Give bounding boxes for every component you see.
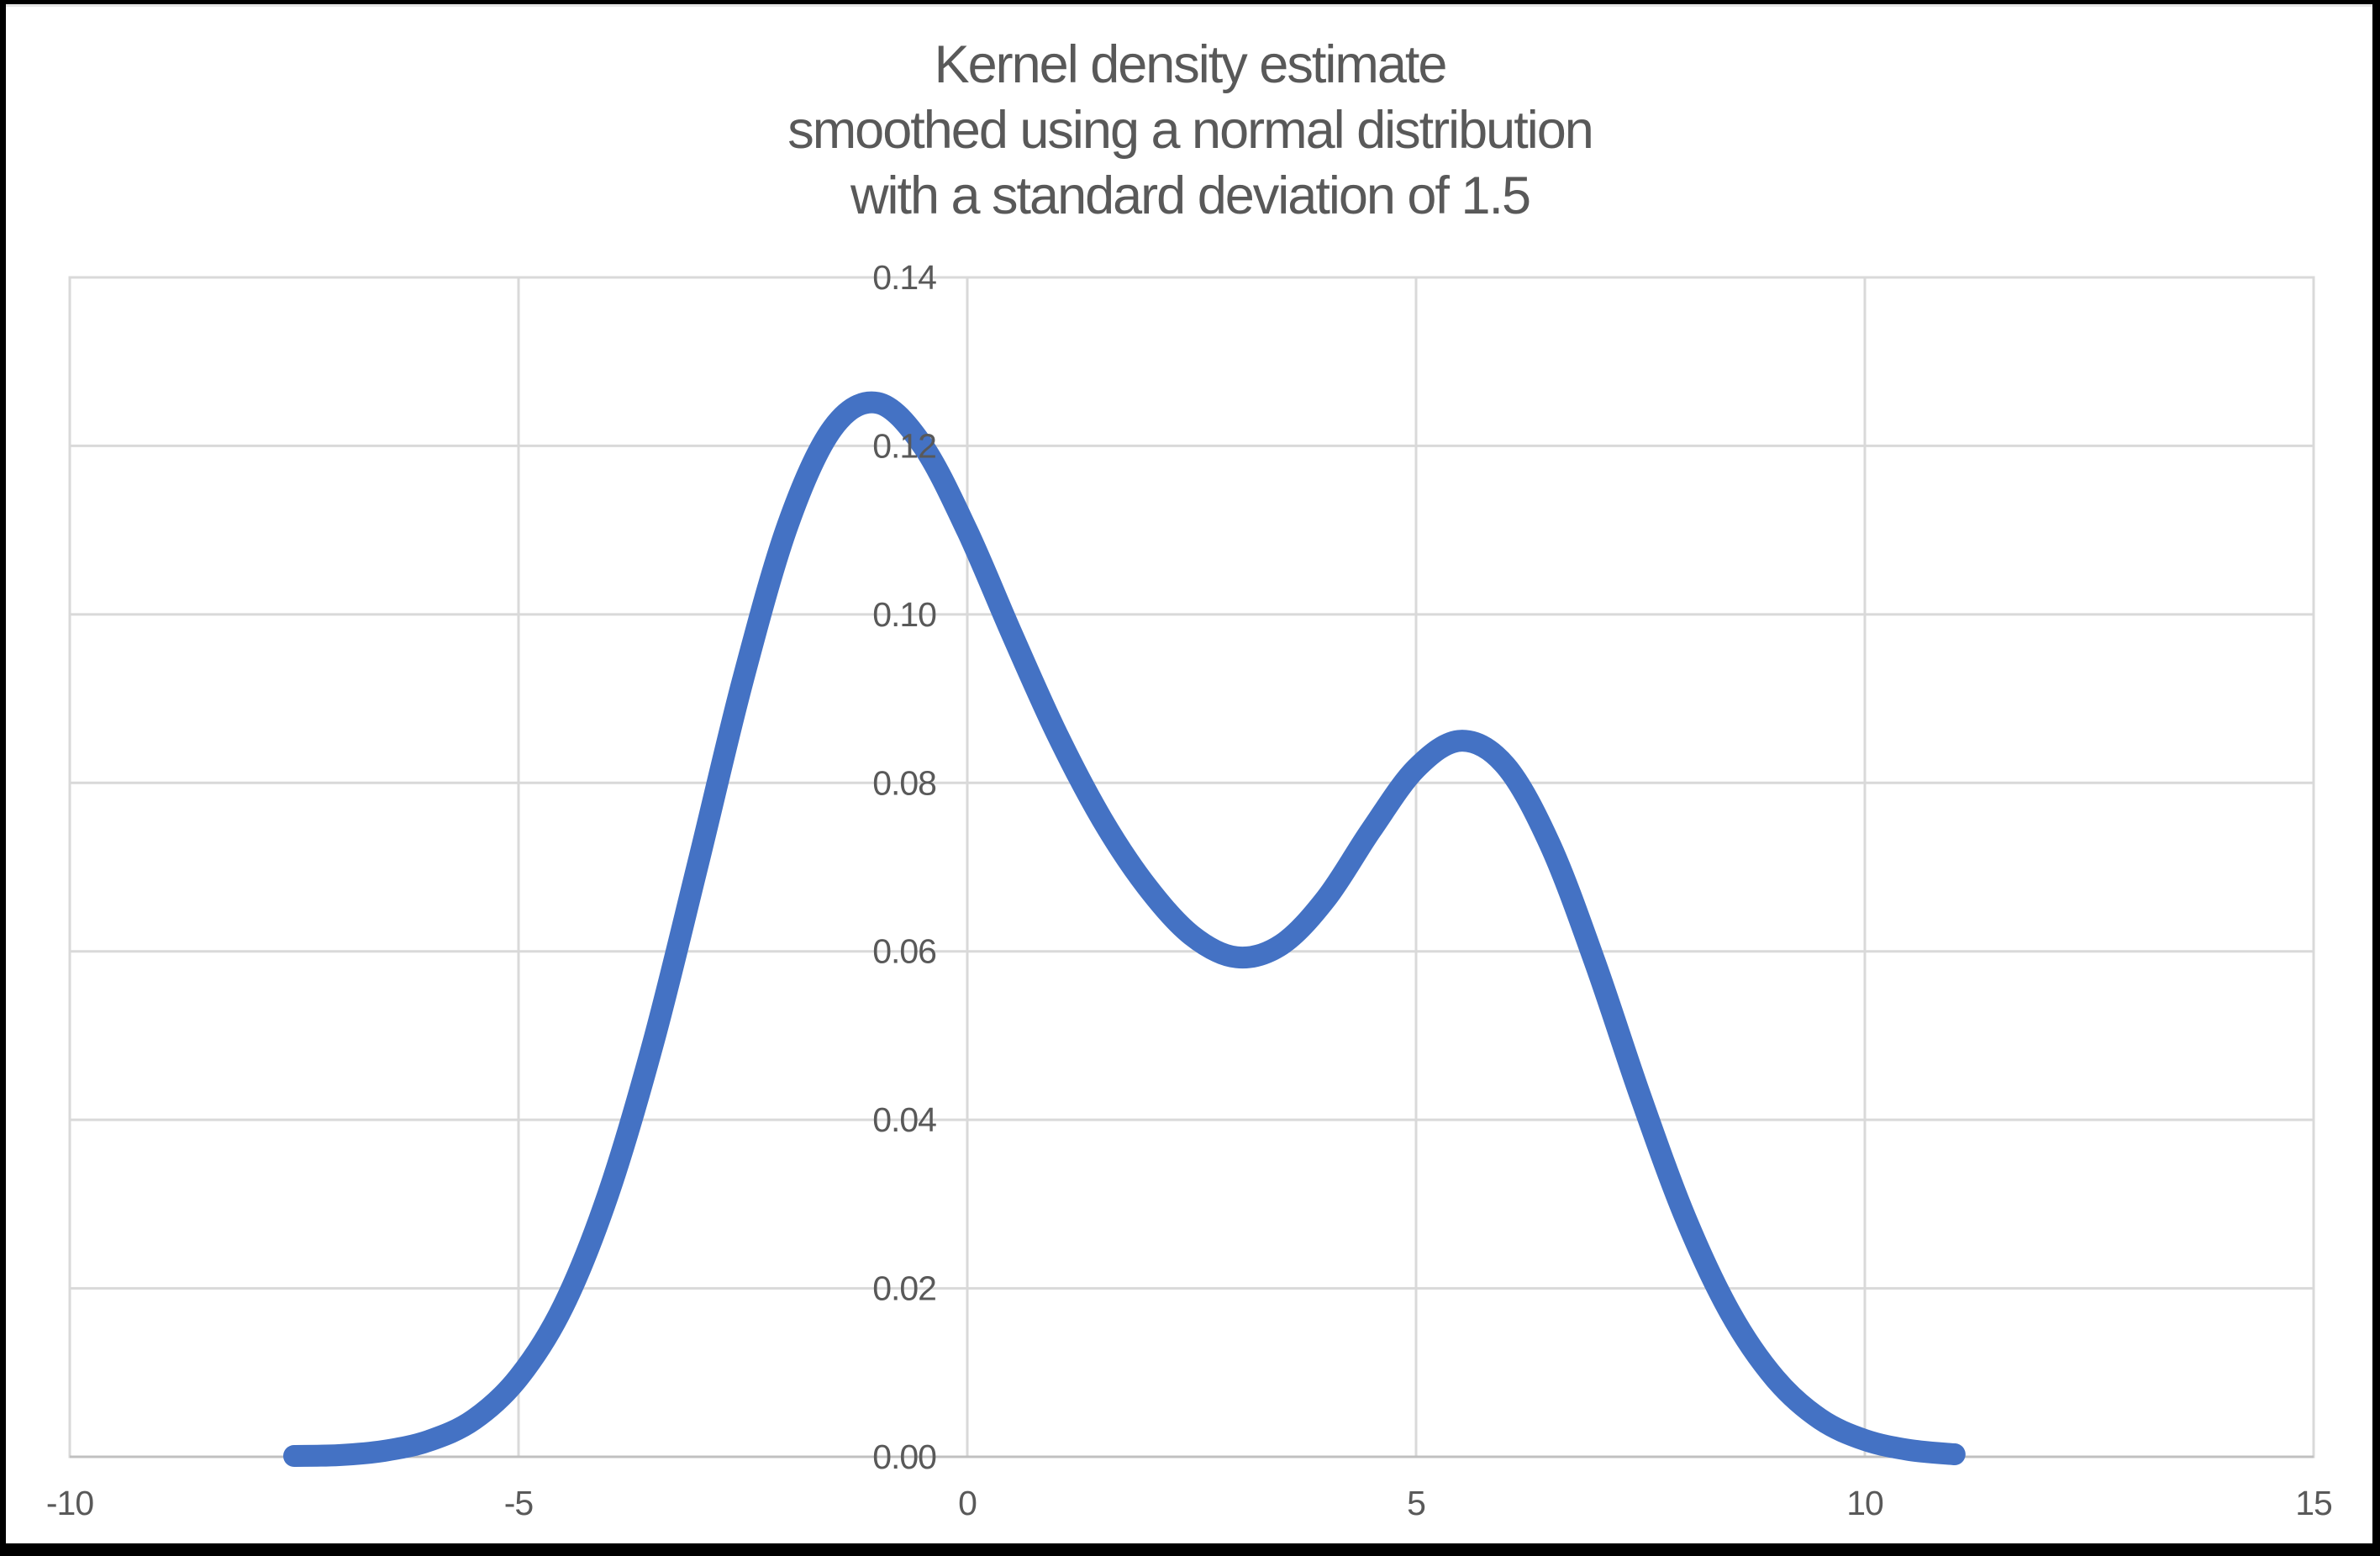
- chart-title-line-2: smoothed using a normal distribution: [787, 101, 1594, 160]
- chart-title: Kernel density estimate smoothed using a…: [0, 32, 2380, 229]
- y-tick-label: 0.04: [872, 1100, 936, 1139]
- y-tick-label: 0.10: [872, 595, 936, 634]
- y-tick-label: 0.00: [872, 1437, 936, 1476]
- chart-title-line-3: with a standard deviation of 1.5: [850, 166, 1531, 225]
- gridlines: [68, 276, 2315, 1458]
- y-axis-tick-labels: 0.00 0.02 0.04 0.06 0.08 0.10 0.12 0.14: [872, 258, 937, 1476]
- x-tick-label: 15: [2295, 1484, 2332, 1522]
- x-axis-tick-labels: -10 -5 0 5 10 15: [46, 1484, 2333, 1522]
- x-tick-label: -5: [504, 1484, 534, 1522]
- y-tick-label: 0.14: [872, 258, 936, 297]
- chart-title-line-1: Kernel density estimate: [934, 35, 1448, 94]
- x-tick-label: 5: [1407, 1484, 1425, 1522]
- y-tick-label: 0.12: [872, 426, 936, 465]
- kde-curve: [283, 391, 1966, 1467]
- plot-area-border: [68, 276, 2315, 1458]
- y-tick-label: 0.08: [872, 763, 936, 802]
- x-tick-label: -10: [46, 1484, 93, 1522]
- chart-surface: [6, 4, 2372, 1543]
- y-tick-label: 0.06: [872, 932, 936, 971]
- y-tick-label: 0.02: [872, 1269, 936, 1308]
- x-tick-label: 0: [958, 1484, 977, 1522]
- x-tick-label: 10: [1846, 1484, 1883, 1522]
